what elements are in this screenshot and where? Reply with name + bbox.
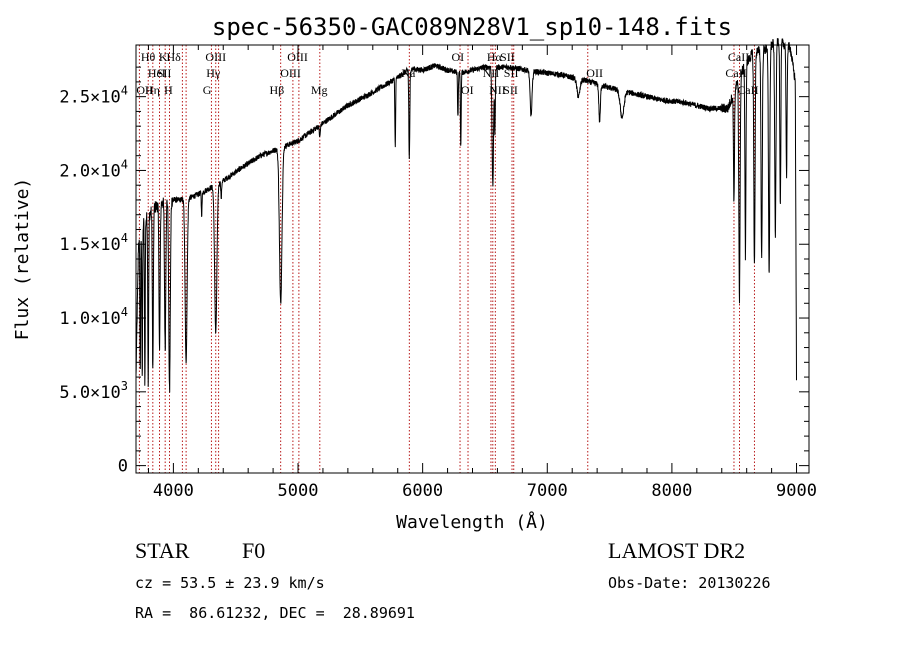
line-annotation-label: OI xyxy=(451,50,464,64)
chart-title: spec-56350-GAC089N28V1_sp10-148.fits xyxy=(212,13,732,41)
redshift-readout: cz = 53.5 ± 23.9 km/s xyxy=(135,574,325,592)
x-tick-label: 8000 xyxy=(651,481,692,501)
line-annotation-label: H xyxy=(164,83,173,97)
x-tick-label: 6000 xyxy=(402,481,443,501)
line-annotation-label: Hγ xyxy=(206,66,221,80)
line-annotation-label: K xyxy=(159,50,168,64)
y-tick-label: 5.0×103 xyxy=(59,379,128,403)
line-annotation-label: OI xyxy=(461,83,474,97)
line-annotation-label: Hβ xyxy=(269,83,284,97)
y-tick-label: 2.5×104 xyxy=(59,84,128,108)
y-axis-label: Flux (relative) xyxy=(12,178,33,341)
x-axis-label: Wavelength (Å) xyxy=(396,511,548,533)
line-markers xyxy=(138,45,755,473)
y-tick-label: 1.0×104 xyxy=(59,305,128,329)
line-annotation-label: OIII xyxy=(287,50,308,64)
x-tick-label: 7000 xyxy=(527,481,568,501)
line-annotation-label: OII xyxy=(136,83,153,97)
line-annotation-label: CaII xyxy=(728,50,749,64)
y-axis-ticks: 0 5.0×103 1.0×104 1.5×104 2.0×104 2.5×104 xyxy=(59,66,809,477)
line-annotation-label: Hδ xyxy=(166,50,181,64)
line-annotation-label: Hθ xyxy=(141,50,156,64)
y-tick-label: 1.5×104 xyxy=(59,231,128,255)
y-tick-label: 2.0×104 xyxy=(59,157,128,181)
line-annotation-label: OII xyxy=(586,66,603,80)
y-tick-label: 0 xyxy=(118,457,128,477)
line-annotation-label: HeI xyxy=(148,66,166,80)
x-tick-label: 9000 xyxy=(776,481,817,501)
coordinates: RA = 86.61232, DEC = 28.89691 xyxy=(135,604,415,622)
line-annotation-label: SII xyxy=(500,50,515,64)
line-annotation-label: OIII xyxy=(205,50,226,64)
obs-date: Obs-Date: 20130226 xyxy=(608,574,771,592)
line-annotation-label: G xyxy=(203,83,212,97)
spectrum-line xyxy=(135,38,797,393)
line-annotation-label: Mg xyxy=(311,83,328,97)
x-tick-label: 4000 xyxy=(153,481,194,501)
x-axis-ticks: 4000 5000 6000 7000 8000 9000 xyxy=(147,45,817,501)
survey-name: LAMOST DR2 xyxy=(608,538,746,563)
line-annotation-label: Hη xyxy=(145,83,160,97)
line-annotation-label: SII xyxy=(157,66,172,80)
line-annotation-label: SII xyxy=(503,83,518,97)
spectral-subclass: F0 xyxy=(242,538,266,563)
line-annotation-label: Hα xyxy=(487,50,503,64)
x-tick-label: 5000 xyxy=(278,481,319,501)
line-annotation-label: NII xyxy=(489,83,506,97)
object-class: STAR xyxy=(135,538,190,563)
line-annotation-label: OIII xyxy=(280,66,301,80)
